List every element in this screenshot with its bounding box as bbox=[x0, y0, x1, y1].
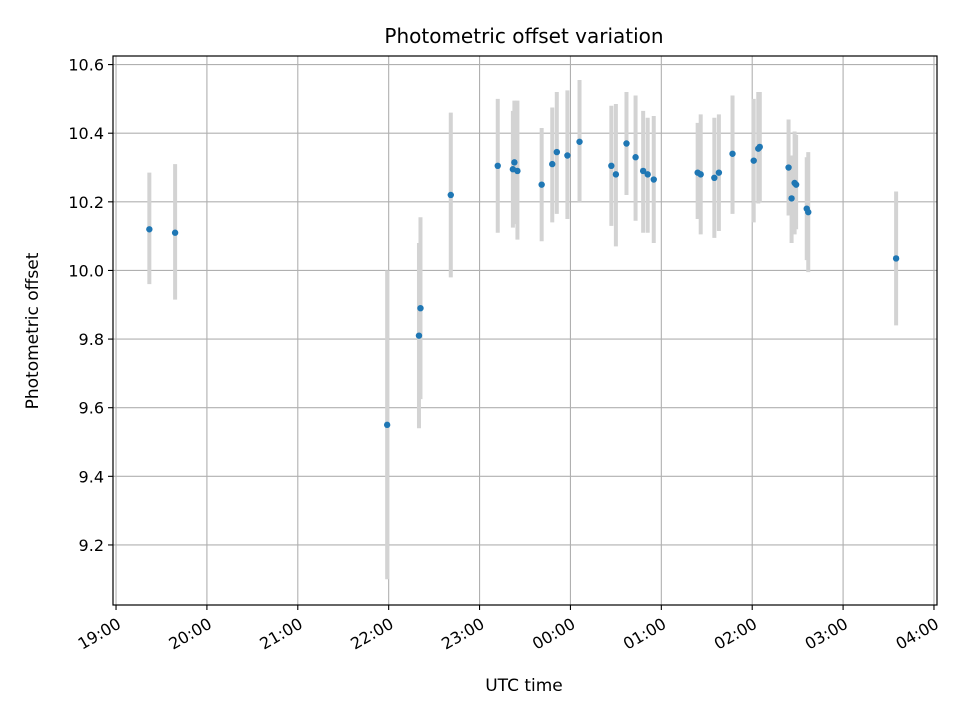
data-point bbox=[715, 169, 723, 176]
data-point bbox=[538, 181, 545, 188]
y-tick-label: 10.2 bbox=[68, 193, 104, 212]
data-point bbox=[632, 154, 639, 161]
data-point bbox=[750, 157, 757, 164]
x-tick-label: 01:00 bbox=[620, 614, 669, 654]
x-tick-label: 00:00 bbox=[529, 614, 578, 654]
y-tick-label: 9.4 bbox=[79, 467, 104, 486]
y-tick-label: 10.0 bbox=[68, 261, 104, 280]
x-tick-label: 22:00 bbox=[347, 614, 396, 654]
x-axis-title: UTC time bbox=[485, 676, 563, 696]
x-tick-label: 03:00 bbox=[802, 614, 851, 654]
data-point bbox=[623, 140, 630, 147]
chart-title: Photometric offset variation bbox=[384, 24, 663, 48]
y-axis-ticks: 9.2 9.4 9.6 9.8 10.0 10.2 10.4 10.6 bbox=[68, 56, 113, 555]
y-axis-title: Photometric offset bbox=[23, 252, 43, 409]
x-tick-label: 20:00 bbox=[165, 614, 214, 654]
x-tick-label: 19:00 bbox=[75, 614, 124, 654]
data-point bbox=[447, 191, 454, 199]
data-point bbox=[785, 164, 792, 171]
x-tick-label: 21:00 bbox=[256, 614, 305, 654]
data-point bbox=[729, 150, 736, 157]
x-tick-label: 23:00 bbox=[438, 614, 487, 654]
data-point bbox=[417, 304, 424, 312]
data-point bbox=[553, 148, 561, 156]
data-point bbox=[549, 160, 556, 168]
y-tick-label: 9.2 bbox=[79, 536, 104, 555]
y-tick-label: 9.6 bbox=[79, 399, 104, 418]
grid-lines bbox=[113, 56, 937, 605]
data-point bbox=[644, 171, 651, 178]
data-point bbox=[788, 195, 795, 202]
data-point bbox=[608, 162, 615, 169]
data-point bbox=[415, 332, 423, 339]
data-point bbox=[146, 226, 153, 233]
y-tick-label: 10.4 bbox=[68, 124, 104, 143]
data-point bbox=[711, 174, 718, 182]
data-point bbox=[792, 181, 800, 188]
x-axis-ticks: 19:00 20:00 21:00 22:00 23:00 00:00 01:00 02:00… bbox=[75, 605, 942, 654]
x-tick-label: 02:00 bbox=[711, 614, 760, 654]
y-tick-label: 10.6 bbox=[68, 56, 104, 75]
data-point bbox=[383, 421, 391, 429]
data-point bbox=[639, 167, 647, 175]
x-tick-label: 04:00 bbox=[893, 614, 942, 654]
data-point bbox=[756, 143, 763, 151]
data-point bbox=[612, 171, 620, 178]
data-point bbox=[564, 152, 571, 159]
data-point bbox=[514, 167, 521, 175]
y-tick-label: 9.8 bbox=[79, 330, 104, 349]
data-point bbox=[576, 138, 583, 145]
data-point bbox=[171, 229, 179, 236]
data-point bbox=[650, 176, 657, 183]
error-bars bbox=[147, 80, 899, 580]
data-points bbox=[146, 138, 900, 429]
data-point bbox=[494, 162, 501, 169]
plot-frame bbox=[112, 55, 938, 606]
data-point bbox=[697, 171, 704, 178]
data-point bbox=[805, 208, 812, 216]
data-point bbox=[511, 159, 518, 166]
data-point bbox=[892, 255, 900, 262]
